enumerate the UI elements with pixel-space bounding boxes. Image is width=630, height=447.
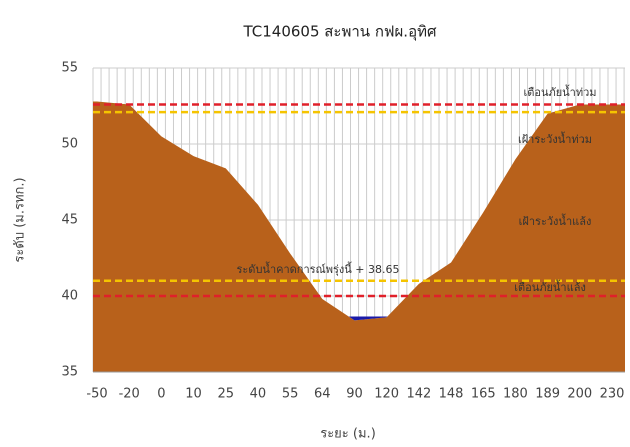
water-area [386,316,388,318]
x-tick-label: 165 [471,387,496,402]
x-tick-label: 148 [439,387,464,402]
y-tick-label: 55 [61,61,78,76]
annotation: ระดับน้ำคาดการณ์พรุ่งนี้ + 38.65 [236,261,399,276]
x-tick-label: 180 [503,387,528,402]
y-tick-label: 35 [61,365,78,380]
chart-title: TC140605 สะพาน กฟผ.อุทิศ [242,23,436,42]
x-tick-label: 90 [346,387,363,402]
x-tick-label: 189 [535,387,560,402]
x-tick-label: 10 [185,387,202,402]
x-tick-label: 142 [406,387,431,402]
x-tick-label: 64 [314,387,331,402]
x-tick-label: -50 [86,387,107,402]
x-tick-label: 55 [282,387,299,402]
x-tick-label: 40 [250,387,267,402]
level-label: เตือนภัยน้ำแล้ง [514,279,586,294]
y-tick-label: 40 [61,289,78,304]
level-label: เฝ้าระวังน้ำแล้ง [519,213,592,228]
x-tick-label: 120 [374,387,399,402]
level-label: เตือนภัยน้ำท่วม [523,84,596,99]
y-axis-label: ระดับ (ม.รทก.) [13,177,28,262]
y-tick-label: 50 [61,137,78,152]
ground-area [93,101,625,372]
x-tick-label: 25 [217,387,234,402]
x-tick-label: 0 [157,387,165,402]
y-tick-label: 45 [61,213,78,228]
level-label: เฝ้าระวังน้ำท่วม [518,131,592,146]
x-axis-label: ระยะ (ม.) [320,427,376,442]
water-area [354,316,387,321]
x-tick-label: 200 [567,387,592,402]
x-tick-label: 230 [600,387,625,402]
x-tick-label: -20 [119,387,140,402]
water-area [348,316,355,321]
